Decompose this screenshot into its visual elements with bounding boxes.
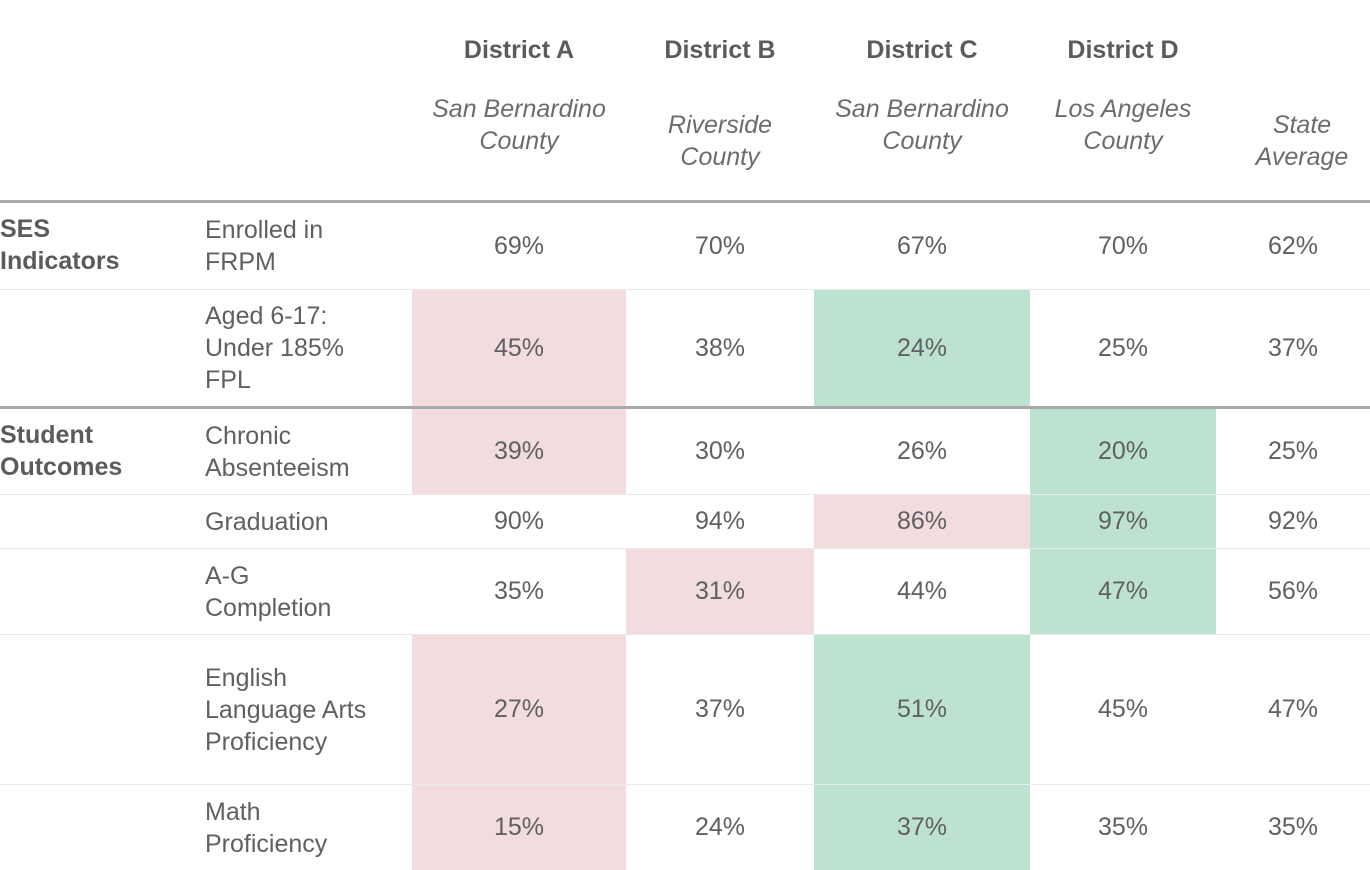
value-cell: 70% — [694, 231, 746, 260]
value-cell: 26% — [896, 437, 948, 465]
value-cell: 24% — [814, 290, 1030, 406]
value-cell: 56% — [1267, 577, 1319, 605]
metric-label: English Language Arts Proficiency — [205, 663, 367, 756]
row-divider — [0, 634, 1370, 635]
value-cell: 92% — [1267, 507, 1319, 535]
value-cell: 47% — [1267, 695, 1319, 723]
group-label-ses-indicators: SES Indicators — [0, 215, 120, 275]
value-cell: 31% — [626, 549, 814, 634]
column-county: San Bernardino County — [835, 95, 1009, 155]
value-cell: 35% — [1097, 813, 1149, 841]
value-cell: 90% — [493, 507, 545, 535]
value-cell: 37% — [694, 695, 746, 723]
metric-label: Graduation — [205, 507, 329, 536]
value-cell: 69% — [493, 231, 545, 260]
value-cell: 24% — [694, 813, 746, 841]
value-cell: 27% — [412, 635, 626, 784]
value-cell: 67% — [896, 231, 948, 260]
metric-label: Aged 6-17: Under 185% FPL — [205, 302, 344, 394]
value-cell: 70% — [1097, 231, 1149, 260]
value-cell: 20% — [1030, 409, 1216, 494]
value-cell: 62% — [1267, 231, 1319, 260]
group-label-student-outcomes: Student Outcomes — [0, 421, 123, 481]
metric-label: Chronic Absenteeism — [205, 421, 350, 482]
row-divider — [0, 494, 1370, 495]
value-cell: 25% — [1097, 333, 1149, 362]
value-cell: 30% — [694, 437, 746, 465]
value-cell: 45% — [1097, 695, 1149, 723]
value-cell: 47% — [1030, 549, 1216, 634]
value-cell: 51% — [814, 635, 1030, 784]
value-cell: 39% — [412, 409, 626, 494]
column-name: District D — [1067, 36, 1179, 64]
metric-label: A-G Completion — [205, 561, 332, 622]
value-cell: 38% — [694, 333, 746, 362]
value-cell: 35% — [493, 577, 545, 605]
column-name: District C — [866, 36, 978, 64]
column-name: District B — [664, 36, 776, 64]
value-cell: 35% — [1267, 813, 1319, 841]
value-cell: 44% — [896, 577, 948, 605]
column-county: San Bernardino County — [432, 95, 606, 155]
value-cell: 86% — [814, 495, 1030, 548]
column-county: Riverside County — [667, 111, 773, 171]
column-county: Los Angeles County — [1054, 95, 1192, 155]
metric-label: Enrolled in FRPM — [205, 216, 324, 276]
row-divider — [0, 784, 1370, 785]
section-rule — [0, 406, 1370, 409]
row-divider — [0, 289, 1370, 290]
value-cell: 45% — [412, 290, 626, 406]
value-cell: 25% — [1267, 437, 1319, 465]
value-cell: 94% — [694, 507, 746, 535]
value-cell: 15% — [412, 785, 626, 870]
value-cell: 37% — [1267, 333, 1319, 362]
column-county: State Average — [1255, 111, 1349, 171]
metric-label: Math Proficiency — [205, 797, 328, 858]
value-cell: 37% — [814, 785, 1030, 870]
header-rule — [0, 200, 1370, 203]
row-divider — [0, 548, 1370, 549]
value-cell: 97% — [1030, 495, 1216, 548]
column-name: District A — [463, 36, 575, 64]
